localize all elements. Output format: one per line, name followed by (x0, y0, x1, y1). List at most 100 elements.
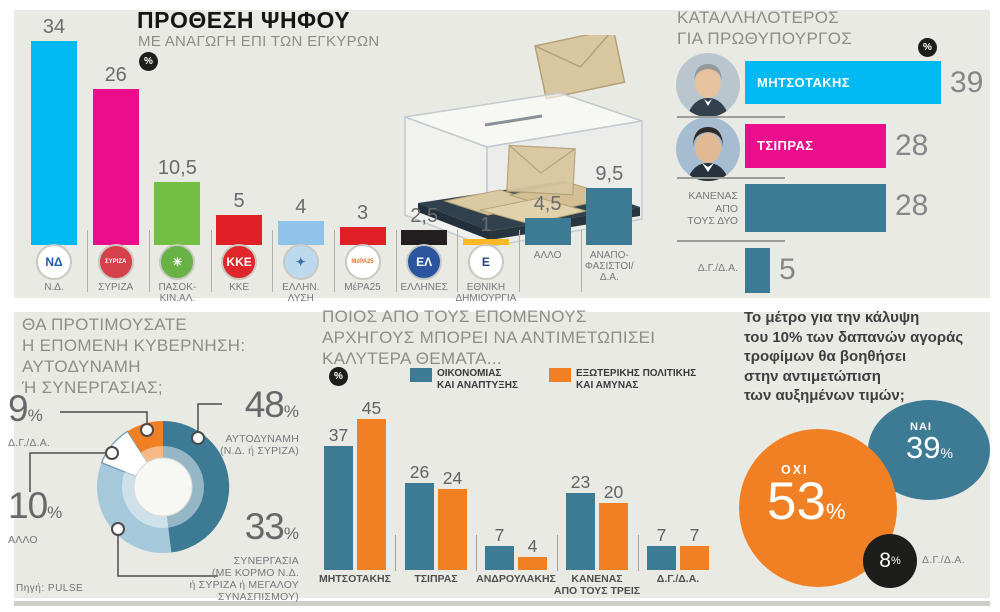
vote-bar-value: 9,5 (595, 163, 624, 185)
pm-bar-name: ΤΣΙΠΡΑΣ (757, 138, 814, 153)
issue-bar (485, 546, 514, 570)
vote-divider (87, 230, 89, 292)
bubble-oxi-value: 53% (767, 472, 846, 531)
callout-synergasia-label: ΣΥΝΕΡΓΑΣΙΑ (ΜΕ ΚΟΡΜΟ Ν.Δ. ή ΣΥΡΙΖΑ ή ΜΕΓ… (189, 555, 299, 603)
gov-preference-title: ΘΑ ΠΡΟΤΙΜΟΥΣΑΤΕ Η ΕΠΟΜΕΝΗ ΚΥΒΕΡΝΗΣΗ: ΑΥΤ… (22, 315, 246, 397)
issue-bar-value: 45 (361, 397, 382, 418)
vote-bar (216, 215, 263, 245)
callout-autodynami-label: ΑΥΤΟΔΥΝΑΜΗ (Ν.Δ. ή ΣΥΡΙΖΑ) (220, 433, 299, 457)
vote-bar-label: Ν.Δ. (44, 282, 64, 293)
source-credit: Πηγή: PULSE (16, 583, 84, 594)
pm-bar (745, 61, 941, 104)
vote-divider (580, 230, 582, 292)
vote-divider (519, 230, 521, 292)
bubble-dga: 8% (863, 534, 917, 588)
vote-bar-value: 3 (356, 202, 369, 224)
vote-bar (586, 188, 633, 245)
percent-badge-leaders: % (329, 367, 348, 386)
legend-label-economy: ΟΙΚΟΝΟΜΙΑΣ ΚΑΙ ΑΝΑΠΤΥΞΗΣ (437, 368, 518, 391)
issue-cat-label: ΚΑΝΕΝΑΣ ΑΠΟ ΤΟΥΣ ΤΡΕΙΣ (553, 573, 641, 597)
callout-allo-label: ΑΛΛΟ (8, 534, 38, 546)
avatar-tsipras (676, 117, 740, 181)
donut-slice (163, 420, 230, 553)
vote-bar-label: ΑΛΛΟ (533, 250, 562, 261)
donut-hole (133, 457, 193, 517)
legend-swatch-economy (410, 368, 432, 382)
vote-intention-subtitle: ΜΕ ΑΝΑΓΩΓΗ ΕΠΙ ΤΩΝ ΕΓΚΥΡΩΝ (138, 33, 380, 50)
footer-divider (14, 601, 990, 606)
issue-bar (566, 492, 595, 570)
leader-issues-title: ΠΟΙΟΣ ΑΠΟ ΤΟΥΣ ΕΠΟΜΕΝΟΥΣ ΑΡΧΗΓΟΥΣ ΜΠΟΡΕΙ… (322, 307, 656, 368)
issue-bar (680, 546, 709, 570)
issue-cat-label: Δ.Γ./Δ.Α. (656, 573, 700, 585)
callout-synergasia: 33% ΣΥΝΕΡΓΑΣΙΑ (ΜΕ ΚΟΡΜΟ Ν.Δ. ή ΣΥΡΙΖΑ ή… (167, 506, 299, 603)
issue-bar-value: 7 (689, 525, 700, 546)
vote-bar (154, 182, 201, 245)
callout-dot (111, 522, 125, 536)
callout-line (60, 411, 148, 424)
issue-divider (557, 535, 558, 571)
issue-bar-value: 24 (442, 468, 463, 489)
pm-bar-name: ΜΗΤΣΟΤΑΚΗΣ (757, 75, 851, 90)
pm-bar (745, 124, 886, 168)
callout-dot (191, 431, 205, 445)
vote-bar-label: ΑΝΑΠΟ- ΦΑΣΙΣΤΟΙ/ Δ.Α. (584, 250, 634, 283)
issue-cat-label: ΤΣΙΠΡΑΣ (414, 573, 458, 585)
callout-allo-value: 10% (8, 485, 63, 526)
callout-synergasia-value: 33% (244, 506, 299, 547)
vote-bar (339, 227, 386, 245)
vote-divider (210, 230, 212, 292)
bubble-dga-label: Δ.Γ./Δ.Α. (922, 554, 965, 566)
percent-badge-vote: % (139, 52, 158, 71)
issue-bar (357, 418, 386, 570)
issue-cat-label: ΑΝΔΡΟΥΛΑΚΗΣ (476, 573, 556, 585)
callout-dot (140, 423, 154, 437)
mitsotakis-portrait-svg (676, 53, 740, 117)
vote-bar-label: ΚΚΕ (229, 282, 250, 293)
pm-bar (745, 184, 886, 232)
issue-bar-value: 23 (570, 471, 591, 492)
food-measure-question: Το μέτρο για την κάλυψη του 10% των δαπα… (744, 309, 964, 404)
callout-dot (105, 446, 119, 460)
vote-bar-value: 2,5 (410, 205, 439, 227)
callout-line (197, 403, 222, 431)
issue-bar (324, 445, 353, 570)
party-logo: ΣΥΡΙΖΑ (97, 244, 134, 280)
percent-badge-pm: % (918, 38, 937, 57)
pm-separator (677, 116, 785, 118)
vote-bar-value: 4,5 (533, 193, 562, 215)
vote-bar-value: 34 (42, 16, 66, 38)
vote-bar-value: 5 (233, 190, 245, 212)
vote-bar-value: 26 (104, 64, 127, 86)
issue-bar-value: 20 (603, 481, 624, 502)
percent-sign: % (144, 56, 153, 67)
party-logo: ΕΛ (406, 244, 443, 280)
vote-bar-label: ΣΥΡΙΖΑ (98, 282, 134, 293)
percent-sign: % (923, 42, 932, 53)
vote-divider (272, 230, 274, 292)
issue-bar (438, 489, 467, 570)
pm-separator (677, 177, 785, 179)
callout-dga-value: 9% (8, 388, 43, 429)
vote-bar (401, 230, 448, 245)
callout-line (117, 536, 218, 577)
bubble-nai-value: 39% (906, 430, 953, 465)
party-logo: ΝΔ (36, 244, 72, 280)
vote-bar (277, 221, 324, 245)
vote-divider (457, 230, 459, 292)
vote-bar-label: ΠΑΣΟΚ- ΚΙΝ.ΑΛ. (158, 282, 197, 304)
vote-bar-label: ΕΘΝΙΚΗ ΔΗΜΙΟΥΡΓΙΑ (455, 282, 517, 304)
issue-bar (405, 482, 434, 570)
vote-bar-label: ΕΛΛΗΝ. ΛΥΣΗ (282, 282, 320, 304)
vote-bar-value: 4 (295, 196, 307, 218)
pm-bar-value: 39 (950, 66, 984, 99)
vote-bar (31, 41, 77, 245)
callout-allo: 10% ΑΛΛΟ (8, 485, 98, 546)
pm-suitability-title: ΚΑΤΑΛΛΗΛΟΤΕΡΟΣ ΓΙΑ ΠΡΩΘΥΠΟΥΡΓΟΣ (677, 8, 853, 48)
vote-bar-value: 10,5 (157, 157, 197, 179)
legend-label-defense: ΕΞΩΤΕΡΙΚΗΣ ΠΟΛΙΤΙΚΗΣ ΚΑΙ ΑΜΥΝΑΣ (576, 368, 697, 391)
party-logo: Ε (467, 244, 504, 280)
issue-divider (395, 535, 396, 571)
callout-autodynami-value: 48% (244, 384, 299, 425)
issue-bar (518, 556, 547, 570)
